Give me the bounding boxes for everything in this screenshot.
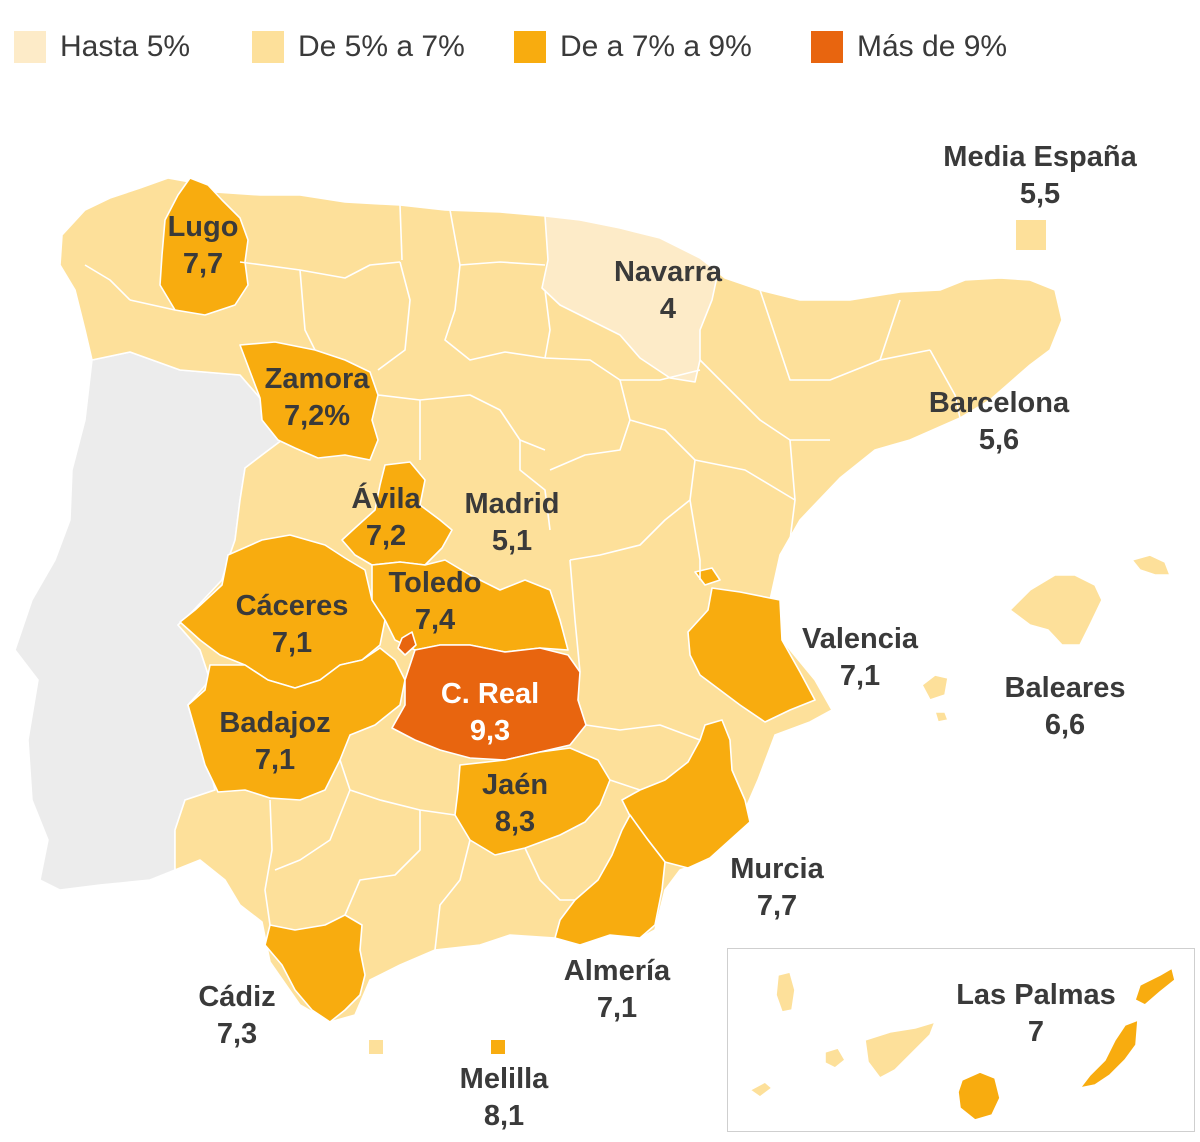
- valencia-province: [687, 587, 816, 723]
- label-murcia-name: Murcia: [730, 853, 824, 885]
- label-ciudad-real-value: 9,3: [469, 715, 511, 747]
- label-las-palmas-value: 7: [1027, 1016, 1045, 1048]
- label-madrid-name: Madrid: [464, 488, 560, 520]
- label-baleares-value: 6,6: [1044, 709, 1086, 741]
- ibiza-island: [921, 674, 949, 701]
- label-valencia-value: 7,1: [839, 660, 881, 692]
- label-almeria: Almería 7,1: [564, 953, 670, 1027]
- label-baleares-name: Baleares: [1004, 672, 1126, 704]
- almeria-province: [554, 814, 666, 946]
- ciudad-real-enclave: [397, 631, 417, 656]
- label-madrid-value: 5,1: [491, 525, 533, 557]
- menorca-island: [1131, 554, 1171, 576]
- gran-canaria-island: [957, 1071, 1001, 1121]
- label-cadiz-name: Cádiz: [198, 981, 276, 1013]
- ceuta-marker: [369, 1040, 383, 1054]
- lugo-province: [159, 177, 249, 316]
- cadiz-province: [264, 914, 366, 1023]
- label-zamora-value: 7,2%: [283, 400, 351, 432]
- legend-item-hasta5: Hasta 5%: [14, 30, 190, 64]
- label-caceres-name: Cáceres: [235, 590, 349, 622]
- label-toledo: Toledo 7,4: [389, 565, 482, 639]
- legend-swatch-mas9: [811, 31, 843, 63]
- label-barcelona-value: 5,6: [978, 424, 1020, 456]
- label-cadiz: Cádiz 7,3: [198, 979, 275, 1053]
- la-gomera-island: [824, 1047, 846, 1069]
- jaen-province: [454, 747, 611, 856]
- zamora-province: [239, 341, 379, 461]
- label-navarra: Navarra 4: [614, 254, 722, 328]
- label-melilla-name: Melilla: [459, 1063, 549, 1095]
- label-badajoz: Badajoz 7,1: [219, 705, 330, 779]
- label-media-espana-name: Media España: [943, 141, 1137, 173]
- legend-swatch-de5a7: [252, 31, 284, 63]
- legend-label-hasta5: Hasta 5%: [60, 30, 191, 63]
- label-badajoz-name: Badajoz: [219, 707, 331, 739]
- canarias-inset-frame: [727, 948, 1195, 1132]
- legend-swatch-hasta5: [14, 31, 46, 63]
- formentera-island: [934, 711, 949, 723]
- label-navarra-value: 4: [659, 293, 677, 325]
- mallorca-island: [1009, 574, 1103, 646]
- legend-label-de7a9: De a 7% a 9%: [560, 30, 752, 63]
- badajoz-province: [187, 647, 406, 801]
- label-almeria-name: Almería: [563, 955, 671, 987]
- la-palma-island: [775, 971, 796, 1013]
- murcia-province: [621, 719, 751, 869]
- fuerteventura-island: [1079, 1019, 1139, 1089]
- label-almeria-value: 7,1: [596, 992, 638, 1024]
- legend-label-de5a7: De 5% a 7%: [298, 30, 465, 63]
- label-murcia-value: 7,7: [756, 890, 798, 922]
- legend-swatch-de7a9: [514, 31, 546, 63]
- label-las-palmas-name: Las Palmas: [956, 979, 1116, 1011]
- label-barcelona-name: Barcelona: [928, 387, 1070, 419]
- label-media-espana: Media España 5,5: [943, 139, 1136, 213]
- label-jaen: Jaén 8,3: [482, 767, 548, 841]
- label-melilla-value: 8,1: [483, 1100, 525, 1132]
- label-jaen-name: Jaén: [481, 769, 549, 801]
- label-media-espana-value: 5,5: [1019, 178, 1061, 210]
- label-valencia-name: Valencia: [801, 623, 919, 655]
- legend-label-mas9: Más de 9%: [857, 30, 1008, 63]
- ciudad-real-province: [391, 644, 587, 761]
- label-lugo-name: Lugo: [167, 211, 239, 243]
- label-zamora-name: Zamora: [264, 363, 370, 395]
- media-espana-swatch: [1016, 220, 1046, 250]
- label-badajoz-value: 7,1: [254, 744, 296, 776]
- legend-item-mas9: Más de 9%: [811, 30, 1007, 64]
- label-lugo: Lugo 7,7: [168, 209, 239, 283]
- label-baleares: Baleares 6,6: [1005, 670, 1126, 744]
- lanzarote-island: [1134, 967, 1176, 1006]
- label-caceres-value: 7,1: [271, 627, 313, 659]
- toledo-province: [371, 559, 569, 653]
- melilla-marker: [491, 1040, 505, 1054]
- label-murcia: Murcia 7,7: [730, 851, 823, 925]
- label-lugo-value: 7,7: [182, 248, 224, 280]
- legend-item-de7a9: De a 7% a 9%: [514, 30, 752, 64]
- label-valencia: Valencia 7,1: [802, 621, 918, 695]
- label-madrid: Madrid 5,1: [464, 486, 559, 560]
- label-avila: Ávila 7,2: [351, 481, 420, 555]
- label-toledo-name: Toledo: [388, 567, 482, 599]
- label-jaen-value: 8,3: [494, 806, 536, 838]
- label-ciudad-real: C. Real 9,3: [441, 676, 539, 750]
- valencia-enclave: [694, 567, 721, 586]
- label-zamora: Zamora 7,2%: [265, 361, 370, 435]
- label-barcelona: Barcelona 5,6: [929, 385, 1069, 459]
- label-avila-value: 7,2: [365, 520, 407, 552]
- label-melilla: Melilla 8,1: [460, 1061, 549, 1135]
- label-ciudad-real-name: C. Real: [440, 678, 540, 710]
- label-navarra-name: Navarra: [613, 256, 723, 288]
- label-toledo-value: 7,4: [414, 604, 456, 636]
- province-borders: [84, 204, 961, 951]
- label-cadiz-value: 7,3: [216, 1018, 258, 1050]
- label-avila-name: Ávila: [351, 483, 421, 515]
- tenerife-island: [864, 1021, 936, 1079]
- label-caceres: Cáceres 7,1: [236, 588, 349, 662]
- el-hierro-island: [749, 1081, 773, 1098]
- label-las-palmas: Las Palmas 7: [956, 977, 1116, 1051]
- legend-item-de5a7: De 5% a 7%: [252, 30, 465, 64]
